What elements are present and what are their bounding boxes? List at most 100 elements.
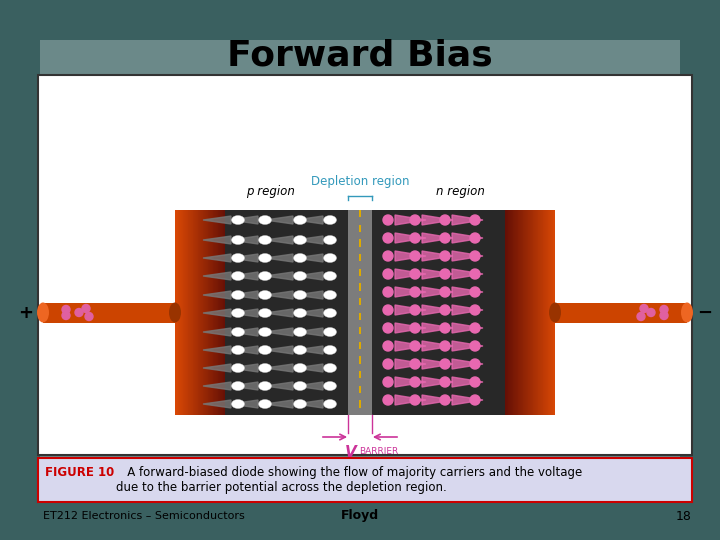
Bar [199,210,200,415]
Polygon shape [295,254,323,262]
Bar [359,254,361,261]
Circle shape [440,395,450,405]
Polygon shape [265,328,293,336]
Polygon shape [422,287,453,297]
Bar [518,210,519,415]
Circle shape [62,312,70,320]
Polygon shape [203,309,231,317]
Polygon shape [265,382,293,390]
Bar [547,210,549,415]
Ellipse shape [232,272,245,280]
Bar [190,210,191,415]
Bar [524,210,525,415]
Circle shape [410,377,420,387]
Ellipse shape [323,291,336,300]
Polygon shape [295,291,323,299]
Bar [28,28,692,512]
Ellipse shape [294,363,307,373]
Polygon shape [452,359,483,369]
Bar [138,138,582,402]
Circle shape [383,341,393,351]
Bar [213,210,214,415]
Bar [536,210,538,415]
Polygon shape [395,359,426,369]
Polygon shape [295,309,323,317]
Bar [70,70,650,470]
Ellipse shape [232,381,245,390]
Bar [215,210,216,415]
Polygon shape [395,233,426,243]
Bar [36,36,684,504]
Circle shape [647,308,655,316]
Ellipse shape [323,400,336,408]
Bar [194,210,195,415]
Ellipse shape [258,291,271,300]
Circle shape [440,269,450,279]
Ellipse shape [323,253,336,262]
Ellipse shape [258,346,271,354]
Text: A forward-biased diode showing the flow of majority carriers and the voltage
due: A forward-biased diode showing the flow … [116,466,582,494]
Bar [551,210,552,415]
Bar [156,156,564,384]
Bar [535,210,536,415]
Bar [38,75,692,455]
Ellipse shape [169,302,181,322]
Polygon shape [295,346,323,354]
Polygon shape [265,236,293,244]
Ellipse shape [258,235,271,245]
Bar [506,210,507,415]
Bar [359,268,361,276]
Ellipse shape [323,363,336,373]
Polygon shape [265,400,293,408]
Bar [118,118,602,422]
Polygon shape [422,233,453,243]
Bar [523,210,524,415]
Bar [510,210,512,415]
Polygon shape [395,287,426,297]
Circle shape [470,287,480,297]
Bar [114,114,606,426]
Bar [78,78,642,462]
Bar [541,210,542,415]
Polygon shape [452,287,483,297]
Circle shape [440,215,450,225]
Circle shape [383,395,393,405]
Circle shape [383,377,393,387]
Bar [521,210,522,415]
Polygon shape [230,346,258,354]
Bar [134,134,586,406]
Bar [508,210,509,415]
Ellipse shape [232,327,245,336]
Bar [136,136,584,404]
Ellipse shape [258,363,271,373]
Polygon shape [295,364,323,372]
Circle shape [440,359,450,369]
Bar [359,327,361,334]
Bar [122,122,598,418]
Bar [184,210,185,415]
Bar [38,38,682,502]
Text: −: − [697,303,712,321]
Circle shape [470,233,480,243]
Circle shape [82,305,90,313]
Circle shape [440,305,450,315]
Bar [538,210,539,415]
Ellipse shape [294,235,307,245]
Bar [359,386,361,393]
Bar [520,210,521,415]
Bar [62,62,658,478]
Circle shape [410,323,420,333]
Circle shape [383,251,393,261]
Bar [224,210,225,415]
Polygon shape [452,377,483,387]
Ellipse shape [232,253,245,262]
Ellipse shape [232,400,245,408]
Ellipse shape [294,381,307,390]
Bar [519,210,520,415]
Bar [359,356,361,364]
Polygon shape [452,305,483,315]
Polygon shape [395,269,426,279]
Bar [554,210,555,415]
Bar [198,210,199,415]
Bar [191,210,192,415]
